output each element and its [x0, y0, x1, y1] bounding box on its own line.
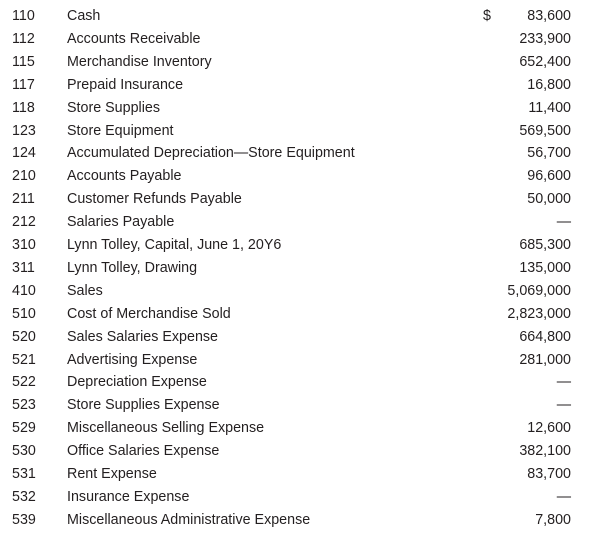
account-number: 118 [12, 99, 35, 116]
account-name: Depreciation Expense [67, 374, 207, 391]
account-name: Accounts Receivable [67, 30, 201, 47]
account-name: Lynn Tolley, Drawing [67, 259, 198, 276]
ledger-row: 410 Sales 5,069,000 [0, 280, 589, 302]
account-balance: 382,100 [519, 443, 571, 460]
account-balance: 16,800 [527, 76, 571, 93]
account-name: Insurance Expense [67, 488, 190, 505]
ledger-row: 539 Miscellaneous Administrative Expense 7… [0, 509, 589, 531]
account-number: 110 [12, 8, 35, 24]
account-number: 520 [12, 328, 36, 345]
ledger-row: 522 Depreciation Expense — [0, 371, 589, 393]
ledger-row: 117 Prepaid Insurance 16,800 [0, 74, 589, 96]
account-balance: 2,823,000 [507, 305, 571, 322]
account-name: Accounts Payable [67, 168, 182, 185]
account-name: Miscellaneous Administrative Expense [67, 511, 311, 528]
account-name: Rent Expense [67, 466, 157, 482]
account-balance: 83,700 [527, 466, 571, 482]
account-number: 310 [12, 237, 36, 253]
account-name: Cost of Merchandise Sold [67, 305, 231, 322]
ledger-row: 520 Sales Salaries Expense 664,800 [0, 326, 589, 348]
account-balance: 685,300 [519, 237, 571, 253]
account-number: 529 [12, 420, 36, 437]
account-balance: 652,400 [519, 53, 571, 70]
account-number: 532 [12, 488, 36, 505]
account-name: Customer Refunds Payable [67, 191, 242, 208]
account-balance: 664,800 [519, 328, 571, 345]
account-name: Office Salaries Expense [67, 443, 220, 460]
account-balance: 135,000 [519, 259, 571, 276]
account-number: 521 [12, 351, 36, 368]
account-number: 211 [12, 191, 35, 208]
account-number: 124 [12, 145, 36, 162]
account-number: 410 [12, 282, 36, 299]
ledger-row: 112 Accounts Receivable 233,900 [0, 28, 589, 50]
account-balance: — [556, 374, 571, 391]
ledger-row: 532 Insurance Expense — [0, 486, 589, 508]
account-name: Accumulated Depreciation—Store Equipment [67, 145, 355, 162]
account-balance: 11,400 [528, 99, 571, 116]
account-name: Salaries Payable [67, 214, 175, 231]
account-balance: 56,700 [527, 145, 571, 162]
account-number: 311 [12, 259, 35, 276]
account-name: Store Equipment [67, 122, 174, 139]
account-name: Prepaid Insurance [67, 76, 184, 93]
account-number: 210 [12, 168, 36, 185]
account-number: 117 [12, 76, 35, 93]
account-name: Store Supplies Expense [67, 397, 220, 414]
account-balance: 281,000 [519, 351, 571, 368]
account-number: 531 [12, 466, 36, 482]
account-balance: — [556, 214, 571, 231]
account-name: Sales Salaries Expense [67, 328, 218, 345]
account-name: Cash [67, 8, 101, 24]
ledger-row: 530 Office Salaries Expense 382,100 [0, 440, 589, 462]
ledger-row: 211 Customer Refunds Payable 50,000 [0, 188, 589, 210]
account-balance: — [556, 488, 571, 505]
ledger-row: 123 Store Equipment 569,500 [0, 120, 589, 142]
ledger-row: 118 Store Supplies 11,400 [0, 97, 589, 119]
account-number: 212 [12, 214, 36, 231]
account-balance: 233,900 [519, 30, 571, 47]
account-balance: 5,069,000 [507, 282, 571, 299]
account-number: 523 [12, 397, 36, 414]
account-name: Miscellaneous Selling Expense [67, 420, 265, 437]
ledger-row: 212 Salaries Payable — [0, 211, 589, 233]
ledger-row: 110 Cash 83,600 $ [0, 5, 589, 27]
account-number: 123 [12, 122, 36, 139]
ledger-row: 521 Advertising Expense 281,000 [0, 349, 589, 371]
ledger-row: 124 Accumulated Depreciation—Store Equipm… [0, 142, 589, 164]
account-name: Advertising Expense [67, 351, 198, 368]
account-name: Sales [67, 282, 103, 299]
currency-symbol: $ [483, 8, 491, 24]
account-number: 510 [12, 305, 36, 322]
account-number: 522 [12, 374, 36, 391]
account-balance: 12,600 [527, 420, 571, 437]
account-number: 530 [12, 443, 36, 460]
account-name: Lynn Tolley, Capital, June 1, 20Y6 [67, 237, 282, 253]
ledger-row: 510 Cost of Merchandise Sold 2,823,000 [0, 303, 589, 325]
ledger-row: 210 Accounts Payable 96,600 [0, 165, 589, 187]
ledger-row: 311 Lynn Tolley, Drawing 135,000 [0, 257, 589, 279]
ledger-row: 115 Merchandise Inventory 652,400 [0, 51, 589, 73]
ledger-row: 310 Lynn Tolley, Capital, June 1, 20Y6 685… [0, 234, 589, 256]
ledger-row: 523 Store Supplies Expense — [0, 394, 589, 416]
account-balance: 83,600 [527, 8, 571, 24]
account-name: Store Supplies [67, 99, 160, 116]
account-name: Merchandise Inventory [67, 53, 212, 70]
account-balance: 569,500 [519, 122, 571, 139]
account-balance: 96,600 [527, 168, 571, 185]
account-number: 115 [12, 53, 35, 70]
account-balance: 7,800 [535, 511, 571, 528]
account-balance: — [556, 397, 571, 414]
ledger-row: 531 Rent Expense 83,700 [0, 463, 589, 485]
account-balance: 50,000 [527, 191, 571, 208]
account-number: 112 [12, 30, 35, 47]
ledger-row: 529 Miscellaneous Selling Expense 12,600 [0, 417, 589, 439]
account-number: 539 [12, 511, 36, 528]
